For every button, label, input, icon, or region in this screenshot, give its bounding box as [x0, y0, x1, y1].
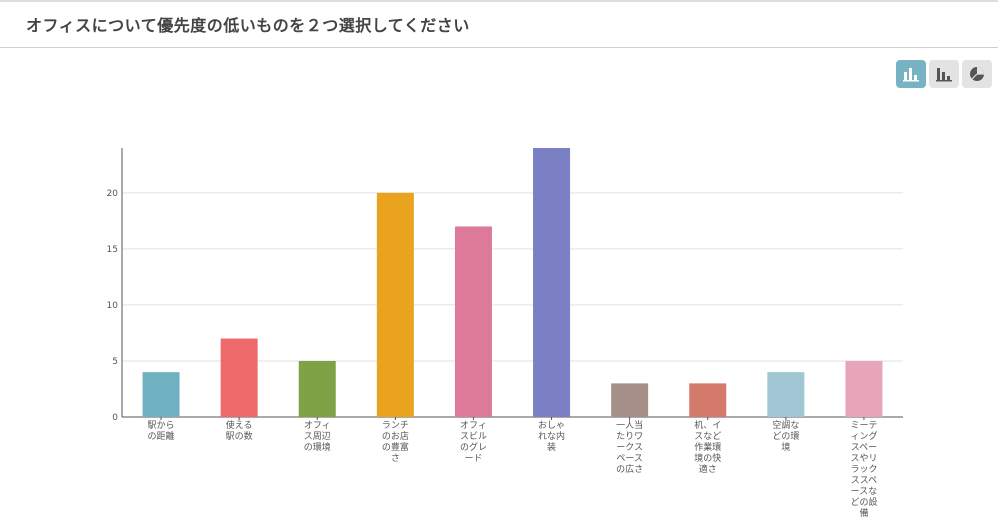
bar-chart-button[interactable]	[896, 60, 926, 88]
x-tick-label: の広さ	[616, 463, 643, 475]
bar-chart: 05101520駅からの距離使える駅の数オフィス周辺の環境ランチのお店の豊富さオ…	[107, 148, 903, 519]
bar	[767, 372, 805, 417]
bar	[298, 360, 336, 417]
x-tick-label: ィング	[850, 430, 877, 442]
bar	[220, 338, 258, 417]
x-tick-label: の豊富	[382, 441, 409, 453]
x-tick-label: 備	[859, 507, 868, 519]
x-tick-label: ラック	[850, 464, 877, 475]
sorted-bar-chart-button[interactable]	[929, 60, 959, 88]
y-tick-label: 15	[107, 245, 118, 255]
question-title: オフィスについて優先度の低いものを２つ選択してください	[26, 16, 470, 35]
x-tick-label: スやリ	[850, 453, 877, 464]
x-tick-label: スなど	[694, 431, 721, 442]
y-tick-label: 10	[107, 301, 119, 311]
x-tick-label: 一人当	[616, 419, 643, 431]
y-tick-label: 20	[107, 189, 119, 199]
x-tick-label: ペース	[616, 454, 643, 464]
pie-chart-button[interactable]	[962, 60, 992, 88]
bar	[454, 226, 492, 417]
x-tick-label: 机、イ	[694, 419, 721, 431]
x-tick-label: 空調な	[772, 419, 799, 431]
x-tick-label: どの設	[850, 496, 877, 508]
x-tick-label: 適さ	[699, 463, 717, 475]
pie-chart-icon	[970, 67, 984, 81]
x-tick-label: 作業環	[694, 441, 721, 453]
x-tick-label: ード	[464, 454, 482, 464]
x-tick-label: のグレ	[460, 441, 487, 453]
x-tick-label: のお店	[382, 430, 409, 442]
x-tick-label: 駅から	[148, 420, 175, 431]
chart-type-toolbar	[896, 60, 992, 88]
top-rule	[0, 0, 998, 2]
x-tick-label: オフィ	[460, 420, 487, 431]
x-tick-label: の距離	[148, 430, 175, 442]
x-tick-label: 境の快	[694, 452, 721, 464]
x-tick-label: れな内	[538, 430, 565, 442]
bar	[689, 383, 727, 417]
x-tick-label: おしゃ	[538, 420, 565, 431]
y-tick-label: 5	[112, 357, 118, 367]
bar-chart-icon	[903, 68, 919, 82]
x-tick-label: たりワ	[616, 431, 643, 442]
bar	[376, 192, 414, 417]
x-tick-label: さ	[391, 453, 400, 464]
bar	[611, 383, 649, 417]
x-tick-label: ークス	[616, 442, 643, 453]
x-tick-label: ミーテ	[850, 420, 877, 431]
x-tick-label: オフィ	[304, 420, 331, 431]
x-tick-label: 境	[781, 441, 790, 453]
question-header: オフィスについて優先度の低いものを２つ選択してください	[0, 2, 998, 48]
x-tick-label: 装	[547, 441, 556, 453]
x-tick-label: の環境	[304, 441, 331, 453]
y-tick-label: 0	[112, 413, 118, 423]
sorted-bar-chart-icon	[936, 68, 952, 82]
bar	[533, 148, 571, 417]
x-tick-label: 駅の数	[226, 430, 253, 442]
x-tick-label: ススペ	[851, 476, 877, 486]
x-tick-label: ス周辺	[304, 431, 331, 442]
x-tick-label: スビル	[460, 431, 487, 442]
x-tick-label: ランチ	[382, 420, 409, 431]
x-tick-label: どの環	[772, 431, 799, 442]
x-tick-label: ースな	[851, 486, 878, 497]
x-tick-label: 使える	[226, 419, 253, 431]
x-tick-label: スペー	[851, 443, 877, 453]
chart-container: 0 5 10 15 20 駅から の距離 使える 駅の数 オフィ ス周辺 の環境 ランチ のお店 の豊富さオ…	[0, 90, 998, 526]
bar	[845, 360, 883, 417]
bar	[142, 372, 180, 417]
